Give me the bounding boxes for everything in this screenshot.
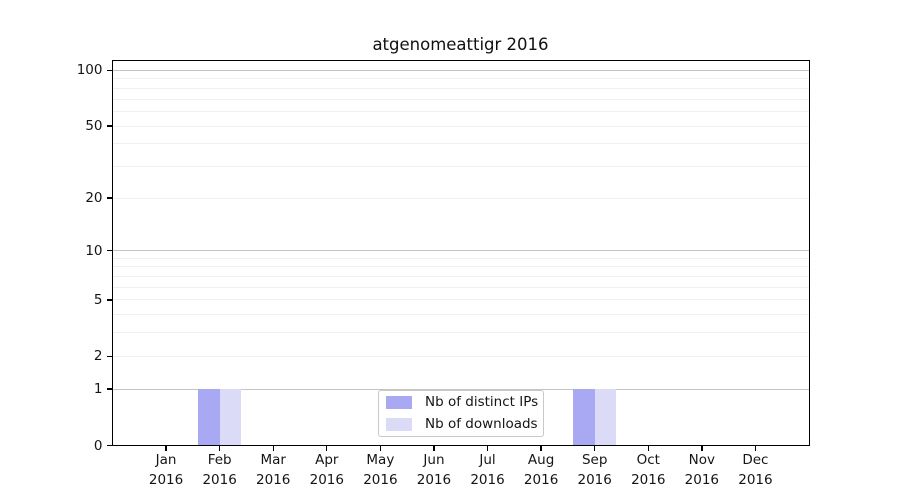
legend-label-distinct-ips: Nb of distinct IPs — [425, 394, 539, 410]
y-tick-label: 50 — [85, 118, 103, 134]
x-tick-mark — [593, 445, 596, 451]
y-tick-label: 5 — [93, 291, 103, 308]
x-tick-month: Apr — [315, 452, 339, 468]
gridline-minor — [112, 197, 809, 199]
bar-distinct-ips-feb — [198, 389, 220, 445]
legend-entry: Nb of downloads — [386, 415, 543, 434]
gridline-minor — [112, 125, 809, 127]
y-tick-mark — [106, 388, 112, 390]
gridline-minor — [112, 143, 809, 145]
x-tick-label-aug: Aug 2016 — [496, 451, 586, 490]
gridline-minor — [112, 165, 809, 167]
y-tick-label: 0 — [93, 437, 103, 454]
gridline-minor — [112, 355, 809, 357]
x-tick-mark — [218, 445, 221, 451]
gridline-minor — [112, 286, 809, 288]
x-tick-label-mar: Mar 2016 — [228, 451, 318, 490]
legend-label-downloads: Nb of downloads — [425, 416, 538, 432]
legend-entry: Nb of distinct IPs — [386, 393, 543, 412]
bar-distinct-ips-sep — [573, 389, 595, 445]
x-tick-year: 2016 — [416, 471, 452, 488]
x-tick-year: 2016 — [309, 471, 344, 488]
y-tick-label: 10 — [85, 242, 103, 259]
x-tick-mark — [647, 445, 649, 451]
x-tick-year: 2016 — [684, 471, 720, 488]
x-tick-year: 2016 — [523, 471, 559, 488]
x-tick-mark — [701, 445, 703, 451]
bar-downloads-sep — [594, 389, 617, 445]
x-tick-year: 2016 — [631, 471, 666, 488]
x-tick-month: Aug — [527, 452, 555, 468]
x-tick-mark — [379, 445, 382, 451]
gridline-minor — [112, 332, 809, 334]
x-tick-month: Feb — [207, 452, 232, 468]
x-tick-mark — [433, 445, 435, 451]
gridline-minor — [112, 257, 809, 259]
x-tick-month: Nov — [688, 452, 716, 468]
y-tick-label: 20 — [85, 190, 103, 207]
gridline-major — [112, 69, 809, 72]
x-tick-month: Mar — [260, 452, 286, 468]
y-tick-label: 100 — [76, 62, 103, 79]
x-tick-label-feb: Feb 2016 — [175, 451, 265, 490]
y-tick-label: 1 — [93, 381, 103, 398]
x-tick-month: Dec — [742, 452, 769, 468]
x-tick-label-jul: Jul 2016 — [443, 451, 533, 490]
x-tick-mark — [540, 445, 542, 451]
legend: Nb of distinct IPs Nb of downloads — [378, 390, 544, 437]
y-tick-mark — [106, 249, 112, 252]
gridline-minor — [112, 299, 809, 301]
gridline-major — [112, 388, 809, 390]
bar-downloads-feb — [219, 389, 242, 445]
gridline-minor — [112, 98, 809, 100]
x-tick-label-nov: Nov 2016 — [657, 451, 747, 490]
gridline-major — [112, 250, 809, 252]
x-tick-month: Oct — [636, 452, 660, 468]
x-tick-mark — [326, 445, 328, 451]
x-tick-label-oct: Oct 2016 — [603, 451, 693, 490]
x-tick-label-dec: Dec 2016 — [710, 451, 800, 490]
x-tick-mark — [754, 445, 757, 451]
x-tick-year: 2016 — [148, 471, 184, 488]
gridline-minor — [112, 78, 809, 80]
gridline-minor — [112, 87, 809, 89]
y-tick-mark — [106, 444, 112, 447]
y-tick-mark — [106, 69, 112, 72]
gridline-minor — [112, 276, 809, 278]
x-tick-label-sep: Sep 2016 — [550, 451, 640, 490]
x-tick-mark — [165, 445, 167, 451]
x-tick-mark — [272, 445, 274, 451]
y-tick-mark — [106, 197, 112, 199]
x-tick-year: 2016 — [256, 471, 291, 488]
x-tick-label-may: May 2016 — [335, 451, 425, 490]
gridline-minor — [112, 314, 809, 316]
x-tick-year: 2016 — [363, 471, 398, 488]
x-tick-label-apr: Apr 2016 — [282, 451, 372, 490]
gridline-minor — [112, 266, 809, 268]
x-tick-year: 2016 — [470, 471, 505, 488]
x-tick-month: Jun — [423, 452, 445, 468]
plot-border — [111, 59, 810, 447]
x-tick-month: Jan — [155, 452, 177, 468]
chart-title: atgenomeattigr 2016 — [372, 35, 549, 54]
x-tick-year: 2016 — [202, 471, 237, 488]
gridline-minor — [112, 110, 809, 112]
x-tick-label-jan: Jan 2016 — [121, 451, 211, 490]
y-tick-mark — [106, 355, 112, 357]
y-tick-mark — [106, 125, 112, 127]
y-tick-label: 2 — [93, 348, 103, 365]
legend-swatch-downloads — [386, 418, 412, 431]
x-tick-mark — [486, 445, 489, 451]
legend-swatch-distinct-ips — [386, 396, 412, 409]
x-tick-label-jun: Jun 2016 — [389, 451, 479, 490]
y-tick-mark — [106, 299, 112, 301]
x-tick-month: Sep — [581, 452, 608, 468]
x-tick-year: 2016 — [738, 471, 773, 488]
x-tick-year: 2016 — [577, 471, 612, 488]
x-tick-month: May — [366, 452, 395, 468]
x-tick-month: Jul — [479, 452, 496, 468]
